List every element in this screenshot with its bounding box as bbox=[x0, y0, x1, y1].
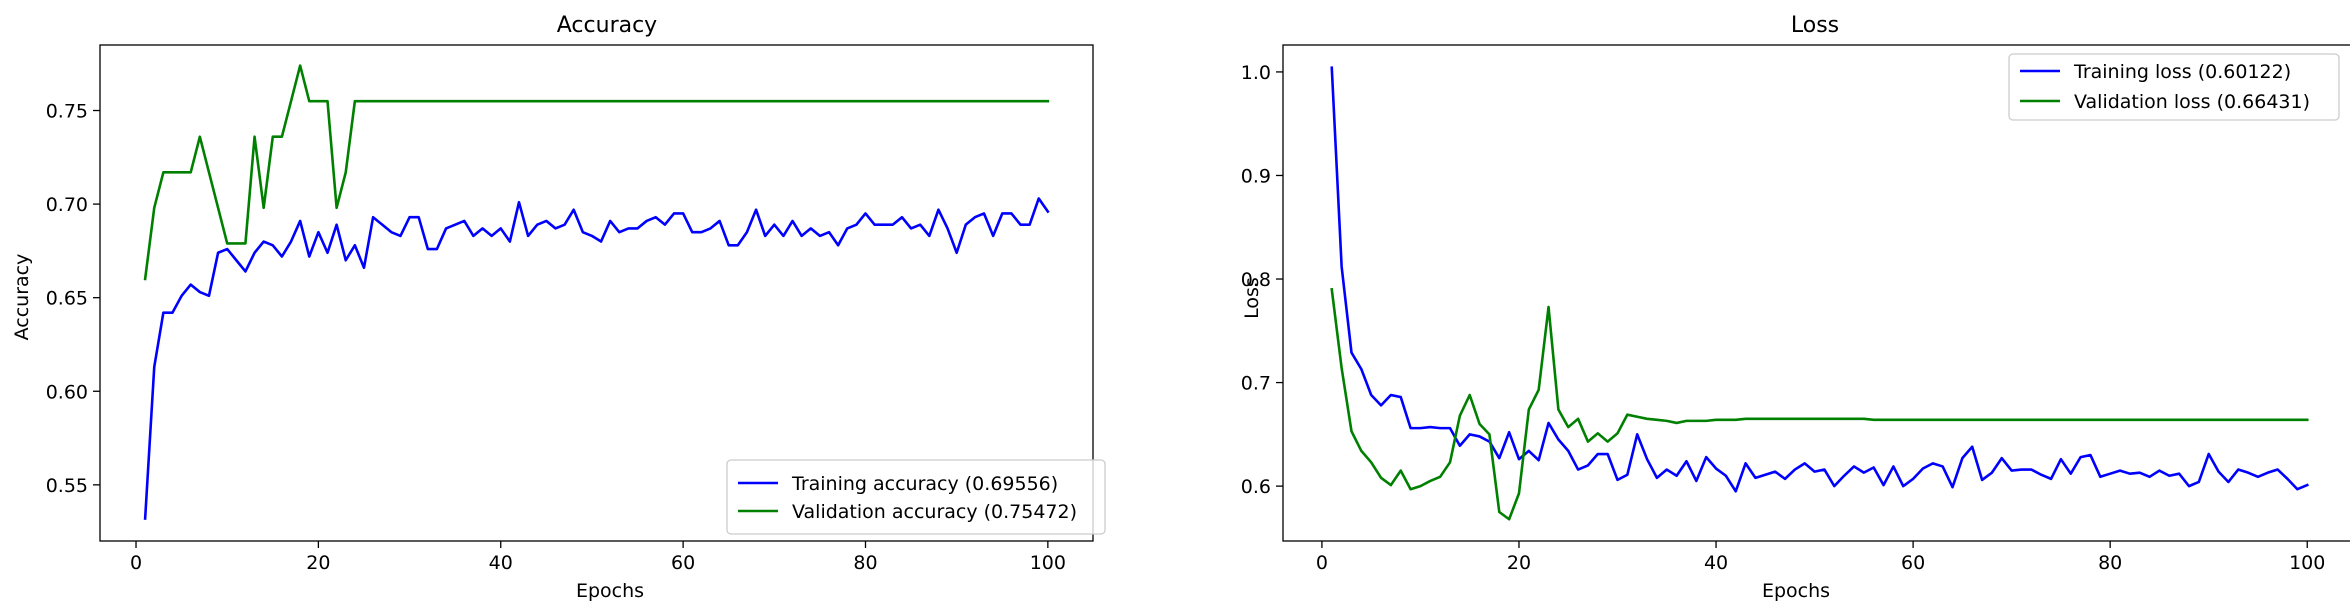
loss-chart-title: Loss bbox=[1791, 13, 1839, 38]
accuracy-legend-label-training: Training accuracy (0.69556) bbox=[791, 473, 1058, 495]
accuracy-y-tick-label: 0.55 bbox=[46, 475, 88, 497]
accuracy-y-tick-label: 0.75 bbox=[46, 101, 88, 123]
loss-x-tick-label: 40 bbox=[1704, 552, 1728, 574]
loss-x-tick-label: 0 bbox=[1316, 552, 1328, 574]
accuracy-legend-label-validation: Validation accuracy (0.75472) bbox=[792, 501, 1077, 523]
loss-y-axis-label: Loss bbox=[1241, 277, 1263, 319]
loss-x-tick-label: 60 bbox=[1901, 552, 1925, 574]
loss-series bbox=[1330, 66, 2309, 521]
loss-y-tick-label: 0.9 bbox=[1241, 165, 1271, 187]
accuracy-plot-frame bbox=[99, 44, 1094, 542]
accuracy-legend-box bbox=[726, 459, 1106, 535]
loss-training-line bbox=[1330, 66, 2309, 493]
accuracy-x-tick-label: 80 bbox=[853, 552, 877, 574]
loss-x-tick-label: 80 bbox=[2098, 552, 2122, 574]
accuracy-series bbox=[143, 64, 1050, 520]
accuracy-y-tick-label: 0.60 bbox=[46, 381, 88, 403]
loss-y-tick-label: 0.6 bbox=[1241, 476, 1271, 498]
accuracy-x-tick-label: 100 bbox=[1030, 552, 1066, 574]
loss-legend: Training loss (0.60122) Validation loss … bbox=[2008, 53, 2340, 121]
accuracy-y-tick-label: 0.65 bbox=[46, 288, 88, 310]
accuracy-y-tick-label: 0.70 bbox=[46, 194, 88, 216]
loss-y-tick-label: 0.8 bbox=[1241, 269, 1271, 291]
loss-x-tick-label: 20 bbox=[1507, 552, 1531, 574]
accuracy-chart: Accuracy Accuracy Epochs 0 20 40 60 80 100 0.5… bbox=[11, 13, 1106, 602]
accuracy-x-axis-label: Epochs bbox=[576, 580, 644, 602]
accuracy-x-tick-label: 20 bbox=[306, 552, 330, 574]
loss-ticks: 0 20 40 60 80 100 0.6 0.7 0.8 0.9 1.0 bbox=[1241, 62, 2326, 574]
loss-x-axis-label: Epochs bbox=[1762, 580, 1830, 602]
accuracy-x-tick-label: 60 bbox=[671, 552, 695, 574]
loss-legend-box bbox=[2008, 53, 2340, 121]
loss-x-tick-label: 100 bbox=[2289, 552, 2325, 574]
loss-legend-label-validation: Validation loss (0.66431) bbox=[2074, 91, 2310, 113]
loss-validation-line bbox=[1330, 287, 2309, 521]
accuracy-ticks: 0 20 40 60 80 100 0.55 0.60 0.65 0.70 0.75 bbox=[46, 101, 1066, 574]
accuracy-chart-title: Accuracy bbox=[557, 13, 657, 38]
accuracy-x-tick-label: 40 bbox=[489, 552, 513, 574]
accuracy-y-axis-label: Accuracy bbox=[11, 254, 33, 341]
loss-legend-label-training: Training loss (0.60122) bbox=[2073, 61, 2291, 83]
loss-y-tick-label: 0.7 bbox=[1241, 373, 1271, 395]
loss-chart: Loss Loss Epochs 0 20 40 60 80 100 0.6 0.7 0.8 0.… bbox=[1241, 13, 2350, 602]
accuracy-x-tick-label: 0 bbox=[130, 552, 142, 574]
accuracy-training-line bbox=[143, 197, 1050, 520]
accuracy-validation-line bbox=[143, 64, 1050, 281]
loss-plot-frame bbox=[1282, 44, 2350, 542]
loss-y-tick-label: 1.0 bbox=[1241, 62, 1271, 84]
accuracy-legend: Training accuracy (0.69556) Validation a… bbox=[726, 459, 1106, 535]
